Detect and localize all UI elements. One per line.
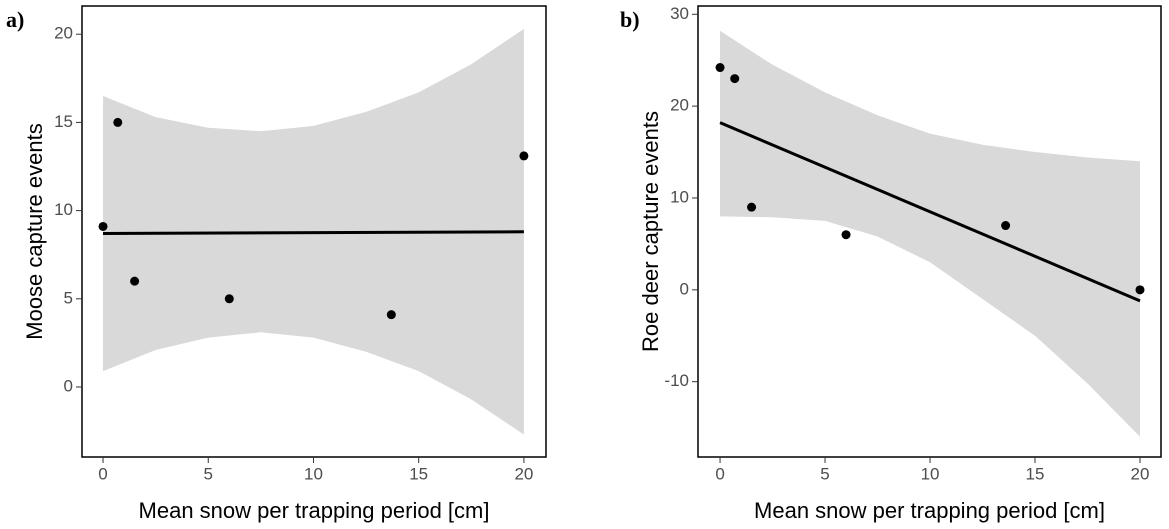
plot-border [81,5,547,458]
y-tick-label: -10 [664,371,689,390]
x-tick-label: 5 [820,464,829,483]
y-axis-title: Roe deer capture events [638,111,663,352]
confidence-band [720,30,1141,437]
y-tick-label: 0 [64,376,73,395]
data-point [98,221,108,231]
x-tick-label: 20 [514,464,533,483]
x-tick-label: 15 [1026,464,1045,483]
x-tick-label: 0 [98,464,107,483]
y-tick-label: 20 [670,96,689,115]
data-point [224,294,234,304]
data-point [747,202,757,212]
data-point [715,63,725,73]
panel-label: a) [6,7,24,32]
x-tick-label: 15 [409,464,428,483]
data-point [386,310,396,320]
x-tick-label: 20 [1131,464,1150,483]
data-point [130,276,140,286]
data-point [113,117,123,127]
y-axis-title: Moose capture events [22,123,47,339]
y-tick-label: 10 [54,200,73,219]
x-tick-label: 10 [921,464,940,483]
x-axis-title: Mean snow per trapping period [cm] [139,498,490,523]
y-tick-label: 30 [670,4,689,23]
y-tick-label: 10 [670,187,689,206]
x-tick-label: 0 [715,464,724,483]
data-point [1135,285,1145,295]
y-tick-label: 15 [54,112,73,131]
y-tick-label: 0 [680,279,689,298]
y-tick-label: 5 [64,288,73,307]
plot-border [697,5,1162,458]
x-axis-title: Mean snow per trapping period [cm] [754,498,1105,523]
x-tick-label: 5 [204,464,213,483]
data-point [519,151,529,161]
x-tick-label: 10 [304,464,323,483]
fit-line [719,121,1141,303]
data-point [730,74,740,84]
panel-label: b) [620,7,640,32]
y-tick-label: 20 [54,24,73,43]
data-point [841,230,851,240]
fit-line [103,230,524,236]
data-point [1001,221,1011,231]
